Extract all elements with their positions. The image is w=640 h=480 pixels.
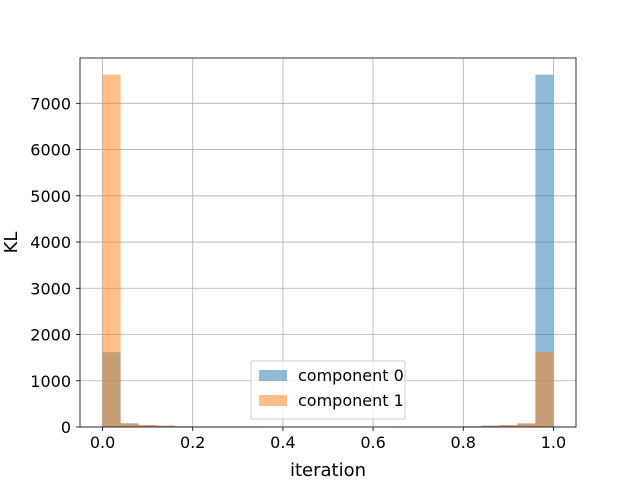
bar-series-1-bin-24 [535,352,554,427]
bar-series-1-bin-2 [138,425,157,427]
x-axis-ticks: 0.0 0.2 0.4 0.6 0.8 1.0 [90,427,566,452]
bar-series-1-bin-23 [517,423,536,427]
y-tick-label: 2000 [30,326,71,345]
y-tick-label: 3000 [30,279,71,298]
bar-series-1-bin-22 [499,425,518,427]
grid-lines [80,58,576,428]
x-tick-label: 0.6 [360,433,385,452]
y-tick-label: 7000 [30,94,71,113]
x-tick-label: 0.8 [451,433,476,452]
x-tick-label: 1.0 [541,433,566,452]
y-tick-label: 4000 [30,233,71,252]
bar-series-0-bin-24 [535,74,554,428]
bar-series-1-bin-21 [481,425,500,427]
y-axis-label: KL [1,232,22,254]
bar-series-1-bin-3 [156,425,175,427]
legend-label: component 1 [298,391,404,410]
y-tick-label: 5000 [30,187,71,206]
x-axis-label: iteration [290,460,366,480]
y-tick-label: 1000 [30,372,71,391]
bar-series-1-bin-1 [120,423,139,427]
plot-frame [79,57,577,428]
x-tick-label: 0.4 [270,433,295,452]
legend-box [250,360,406,420]
x-tick-label: 0.2 [180,433,205,452]
legend: component 0 component 1 [250,360,406,420]
y-tick-label: 6000 [30,141,71,160]
legend-swatch [259,395,287,406]
x-tick-label: 0.0 [90,433,115,452]
bars [102,74,554,428]
bar-series-1-bin-0 [102,74,121,428]
y-axis-ticks: 0 1000 2000 3000 4000 5000 6000 7000 [30,94,80,437]
legend-swatch [259,370,287,381]
legend-label: component 0 [298,366,404,385]
y-tick-label: 0 [61,418,71,437]
